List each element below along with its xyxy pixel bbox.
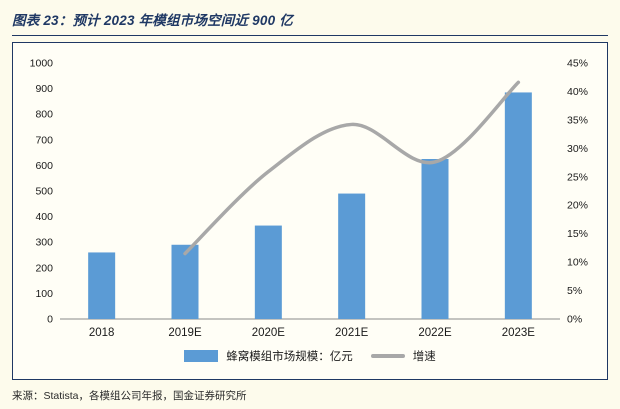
legend-item-line-series: 增速: [370, 348, 436, 364]
right-axis-tick: 20%: [567, 200, 588, 212]
chart-legend: 蜂窝模组市场规模：亿元 增速: [184, 348, 436, 364]
legend-label-bar-series: 蜂窝模组市场规模：亿元: [226, 351, 353, 363]
source-note: 来源：Statista，各模组公司年报，国金证券研究所: [12, 390, 247, 402]
left-axis-tick: 900: [35, 83, 53, 95]
right-axis-tick: 35%: [567, 114, 588, 126]
left-axis-tick: 300: [35, 237, 53, 249]
title-divider: [12, 35, 608, 36]
left-axis-tick: 700: [35, 134, 53, 146]
growth-rate-line: [183, 80, 521, 256]
left-axis-tick: 0: [47, 314, 53, 326]
module-market-combo-chart: 0 100 200 300 400 500 600 700 800 900 1000 0% 5% 10% 1…: [30, 58, 588, 340]
right-axis-tick: 30%: [567, 143, 588, 155]
right-axis-tick: 40%: [567, 86, 588, 98]
x-axis-category: 2022E: [418, 327, 452, 339]
bar-2021E: [338, 193, 366, 319]
right-axis-tick: 45%: [567, 58, 588, 70]
left-axis-tick: 500: [35, 186, 53, 198]
legend-label-line-series: 增速: [412, 351, 436, 363]
left-axis-tick: 800: [35, 109, 53, 121]
bar-2019E: [171, 244, 199, 319]
left-axis-tick: 200: [35, 262, 53, 274]
line-series-swatch: [370, 354, 405, 358]
chart-frame: 0 100 200 300 400 500 600 700 800 900 1000 0% 5% 10% 1…: [12, 42, 608, 380]
x-axis-category: 2021E: [335, 327, 369, 339]
bar-series-swatch: [184, 350, 219, 362]
bar-2022E: [421, 159, 449, 319]
right-axis-tick: 15%: [567, 228, 588, 240]
legend-item-bar-series: 蜂窝模组市场规模：亿元: [184, 348, 353, 364]
chart-title: 图表 23：预计 2023 年模组市场空间近 900 亿: [12, 13, 293, 28]
left-axis-tick: 1000: [30, 58, 54, 70]
left-axis-tick: 400: [35, 211, 53, 223]
x-axis-category: 2018: [89, 327, 115, 339]
bar-2020E: [254, 225, 282, 319]
right-axis-tick: 25%: [567, 171, 588, 183]
x-axis-category: 2020E: [252, 327, 286, 339]
x-axis-category: 2023E: [502, 327, 536, 339]
x-axis-category: 2019E: [168, 327, 202, 339]
right-axis-tick: 10%: [567, 257, 588, 269]
right-axis-tick: 0%: [567, 314, 582, 326]
left-axis-tick: 100: [35, 288, 53, 300]
left-axis-tick: 600: [35, 160, 53, 172]
bar-2023E: [504, 92, 532, 319]
bar-2018: [88, 252, 116, 319]
right-axis-tick: 5%: [567, 285, 582, 297]
